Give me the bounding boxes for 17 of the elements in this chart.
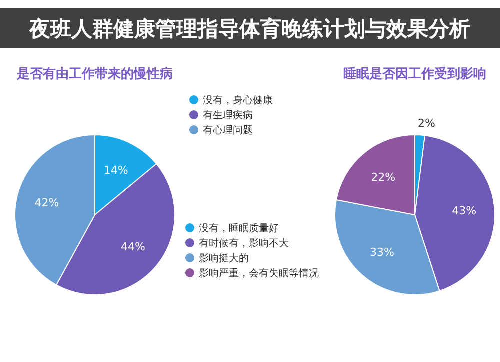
- legend-label: 影响挺大的: [199, 252, 249, 264]
- legend-label: 影响严重，会有失眠等情况: [199, 268, 319, 280]
- legend-label: 没有，睡眠质量好: [199, 222, 279, 234]
- data-label: 22%: [371, 170, 396, 184]
- legend-label: 有心理问题: [203, 124, 253, 136]
- data-label: 43%: [452, 204, 477, 218]
- legend-label: 有时候有，影响不大: [199, 238, 289, 250]
- data-label: 42%: [34, 196, 60, 210]
- chart-title: 睡眠是否因工作受到影响: [344, 66, 486, 82]
- text: 夜班人群健康管理指导体育晚练计划与效果分析: [28, 17, 470, 41]
- legend-label: 有生理疾病: [203, 110, 253, 122]
- legend-label: 没有，身心健康: [203, 94, 273, 106]
- data-label: 14%: [104, 164, 128, 178]
- data-label: 33%: [370, 246, 394, 260]
- data-label: 44%: [120, 240, 146, 254]
- chart-title: 是否有由工作带来的慢性病: [16, 66, 173, 82]
- data-label: 2%: [418, 117, 436, 130]
